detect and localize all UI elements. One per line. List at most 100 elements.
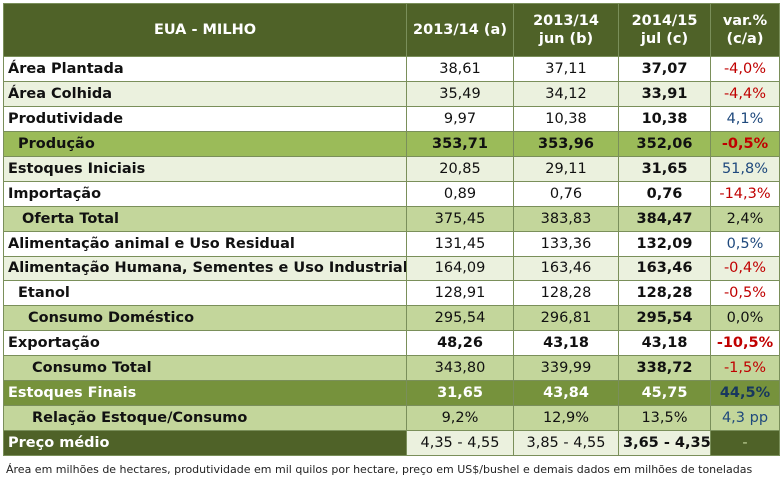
cell-a: 9,2% bbox=[406, 405, 514, 432]
row-label-text: Consumo Total bbox=[32, 360, 152, 377]
cell-var: 44,5% bbox=[710, 380, 780, 407]
cell-var: -1,5% bbox=[710, 355, 780, 382]
cell-var: -0,5% bbox=[710, 130, 780, 157]
table-row-exportacao: Exportação 48,26 43,18 43,18 -10,5% bbox=[3, 330, 780, 357]
cell-a: 375,45 bbox=[406, 205, 514, 232]
row-label: Preço médio bbox=[3, 430, 407, 456]
col-header-2014-15-jul: 2014/15 jul (c) bbox=[618, 3, 711, 57]
row-label: Consumo Doméstico bbox=[3, 305, 407, 332]
col2-line1: 2013/14 bbox=[533, 13, 599, 29]
row-label: Relação Estoque/Consumo bbox=[3, 405, 407, 432]
table-row-produtividade: Produtividade 9,97 10,38 10,38 4,1% bbox=[3, 105, 780, 132]
cell-var: -0,5% bbox=[710, 280, 780, 307]
cell-b: 34,12 bbox=[513, 80, 619, 107]
header-row: EUA - MILHO 2013/14 (a) 2013/14 jun (b) 2… bbox=[3, 3, 780, 57]
cell-a: 31,65 bbox=[406, 380, 514, 407]
cell-c: 128,28 bbox=[618, 280, 711, 307]
cell-a: 0,89 bbox=[406, 180, 514, 207]
table-row-producao: Produção 353,71 353,96 352,06 -0,5% bbox=[3, 130, 780, 157]
cell-b: 353,96 bbox=[513, 130, 619, 157]
cell-var: -4,4% bbox=[710, 80, 780, 107]
cell-b: 37,11 bbox=[513, 56, 619, 82]
row-label: Consumo Total bbox=[3, 355, 407, 382]
cell-a: 20,85 bbox=[406, 155, 514, 182]
row-label: Estoques Finais bbox=[3, 380, 407, 407]
cell-b: 12,9% bbox=[513, 405, 619, 432]
table-row-relacao-estoque-consumo: Relação Estoque/Consumo 9,2% 12,9% 13,5%… bbox=[3, 405, 780, 432]
cell-a: 128,91 bbox=[406, 280, 514, 307]
row-label-text: Consumo Doméstico bbox=[28, 310, 195, 327]
footnote: Área em milhões de hectares, produtivida… bbox=[6, 463, 753, 476]
table-row-consumo-total: Consumo Total 343,80 339,99 338,72 -1,5% bbox=[3, 355, 780, 382]
col4-line2: (c/a) bbox=[726, 31, 764, 47]
cell-b: 0,76 bbox=[513, 180, 619, 207]
cell-b: 133,36 bbox=[513, 230, 619, 257]
cell-var: -10,5% bbox=[710, 330, 780, 357]
cell-a: 131,45 bbox=[406, 230, 514, 257]
row-label: Oferta Total bbox=[3, 205, 407, 232]
col-header-2013-14-jun: 2013/14 jun (b) bbox=[513, 3, 619, 57]
col3-line1: 2014/15 bbox=[631, 13, 698, 29]
cell-c: 3,65 - 4,35 bbox=[618, 430, 711, 456]
cell-a: 164,09 bbox=[406, 255, 514, 282]
col3-line2: jul (c) bbox=[640, 31, 689, 47]
table-row-consumo-domestico: Consumo Doméstico 295,54 296,81 295,54 0… bbox=[3, 305, 780, 332]
cell-c: 384,47 bbox=[618, 205, 711, 232]
cell-b: 339,99 bbox=[513, 355, 619, 382]
cell-var: 0,0% bbox=[710, 305, 780, 332]
row-label: Produtividade bbox=[3, 105, 407, 132]
corn-balance-table: EUA - MILHO 2013/14 (a) 2013/14 jun (b) 2… bbox=[3, 3, 780, 456]
table-row-preco-medio: Preço médio 4,35 - 4,55 3,85 - 4,55 3,65… bbox=[3, 430, 780, 456]
row-label: Produção bbox=[3, 130, 407, 157]
cell-c: 352,06 bbox=[618, 130, 711, 157]
cell-var: 4,3 pp bbox=[710, 405, 780, 432]
row-label: Etanol bbox=[3, 280, 407, 307]
col2-line2: jun (b) bbox=[538, 31, 594, 47]
table-title: EUA - MILHO bbox=[3, 3, 407, 57]
cell-var: 4,1% bbox=[710, 105, 780, 132]
cell-b: 128,28 bbox=[513, 280, 619, 307]
cell-a: 48,26 bbox=[406, 330, 514, 357]
cell-c: 43,18 bbox=[618, 330, 711, 357]
cell-c: 295,54 bbox=[618, 305, 711, 332]
cell-c: 10,38 bbox=[618, 105, 711, 132]
row-label-text: Etanol bbox=[18, 285, 70, 302]
cell-b: 43,18 bbox=[513, 330, 619, 357]
cell-c: 163,46 bbox=[618, 255, 711, 282]
row-label: Alimentação animal e Uso Residual bbox=[3, 230, 407, 257]
cell-a: 353,71 bbox=[406, 130, 514, 157]
cell-c: 31,65 bbox=[618, 155, 711, 182]
cell-var: -4,0% bbox=[710, 56, 780, 82]
cell-c: 37,07 bbox=[618, 56, 711, 82]
cell-b: 383,83 bbox=[513, 205, 619, 232]
row-label-text: Produção bbox=[18, 135, 95, 152]
table-row-oferta-total: Oferta Total 375,45 383,83 384,47 2,4% bbox=[3, 205, 780, 232]
cell-b: 3,85 - 4,55 bbox=[513, 430, 619, 456]
cell-a: 38,61 bbox=[406, 56, 514, 82]
cell-var: - bbox=[710, 430, 780, 456]
table-row-area-plantada: Área Plantada 38,61 37,11 37,07 -4,0% bbox=[3, 56, 780, 82]
row-label-text: Oferta Total bbox=[22, 210, 119, 227]
table-row-area-colhida: Área Colhida 35,49 34,12 33,91 -4,4% bbox=[3, 80, 780, 107]
cell-var: -14,3% bbox=[710, 180, 780, 207]
cell-c: 338,72 bbox=[618, 355, 711, 382]
cell-c: 132,09 bbox=[618, 230, 711, 257]
cell-var: 2,4% bbox=[710, 205, 780, 232]
col4-line1: var.% bbox=[722, 13, 768, 29]
row-label: Área Colhida bbox=[3, 80, 407, 107]
cell-a: 343,80 bbox=[406, 355, 514, 382]
cell-c: 13,5% bbox=[618, 405, 711, 432]
table-row-importacao: Importação 0,89 0,76 0,76 -14,3% bbox=[3, 180, 780, 207]
cell-c: 45,75 bbox=[618, 380, 711, 407]
cell-a: 9,97 bbox=[406, 105, 514, 132]
cell-b: 29,11 bbox=[513, 155, 619, 182]
cell-c: 33,91 bbox=[618, 80, 711, 107]
cell-var: 0,5% bbox=[710, 230, 780, 257]
col-header-var: var.% (c/a) bbox=[710, 3, 780, 57]
col-header-2013-14: 2013/14 (a) bbox=[406, 3, 514, 57]
row-label-text: Relação Estoque/Consumo bbox=[32, 410, 248, 427]
cell-b: 296,81 bbox=[513, 305, 619, 332]
cell-b: 43,84 bbox=[513, 380, 619, 407]
cell-a: 295,54 bbox=[406, 305, 514, 332]
cell-a: 4,35 - 4,55 bbox=[406, 430, 514, 456]
